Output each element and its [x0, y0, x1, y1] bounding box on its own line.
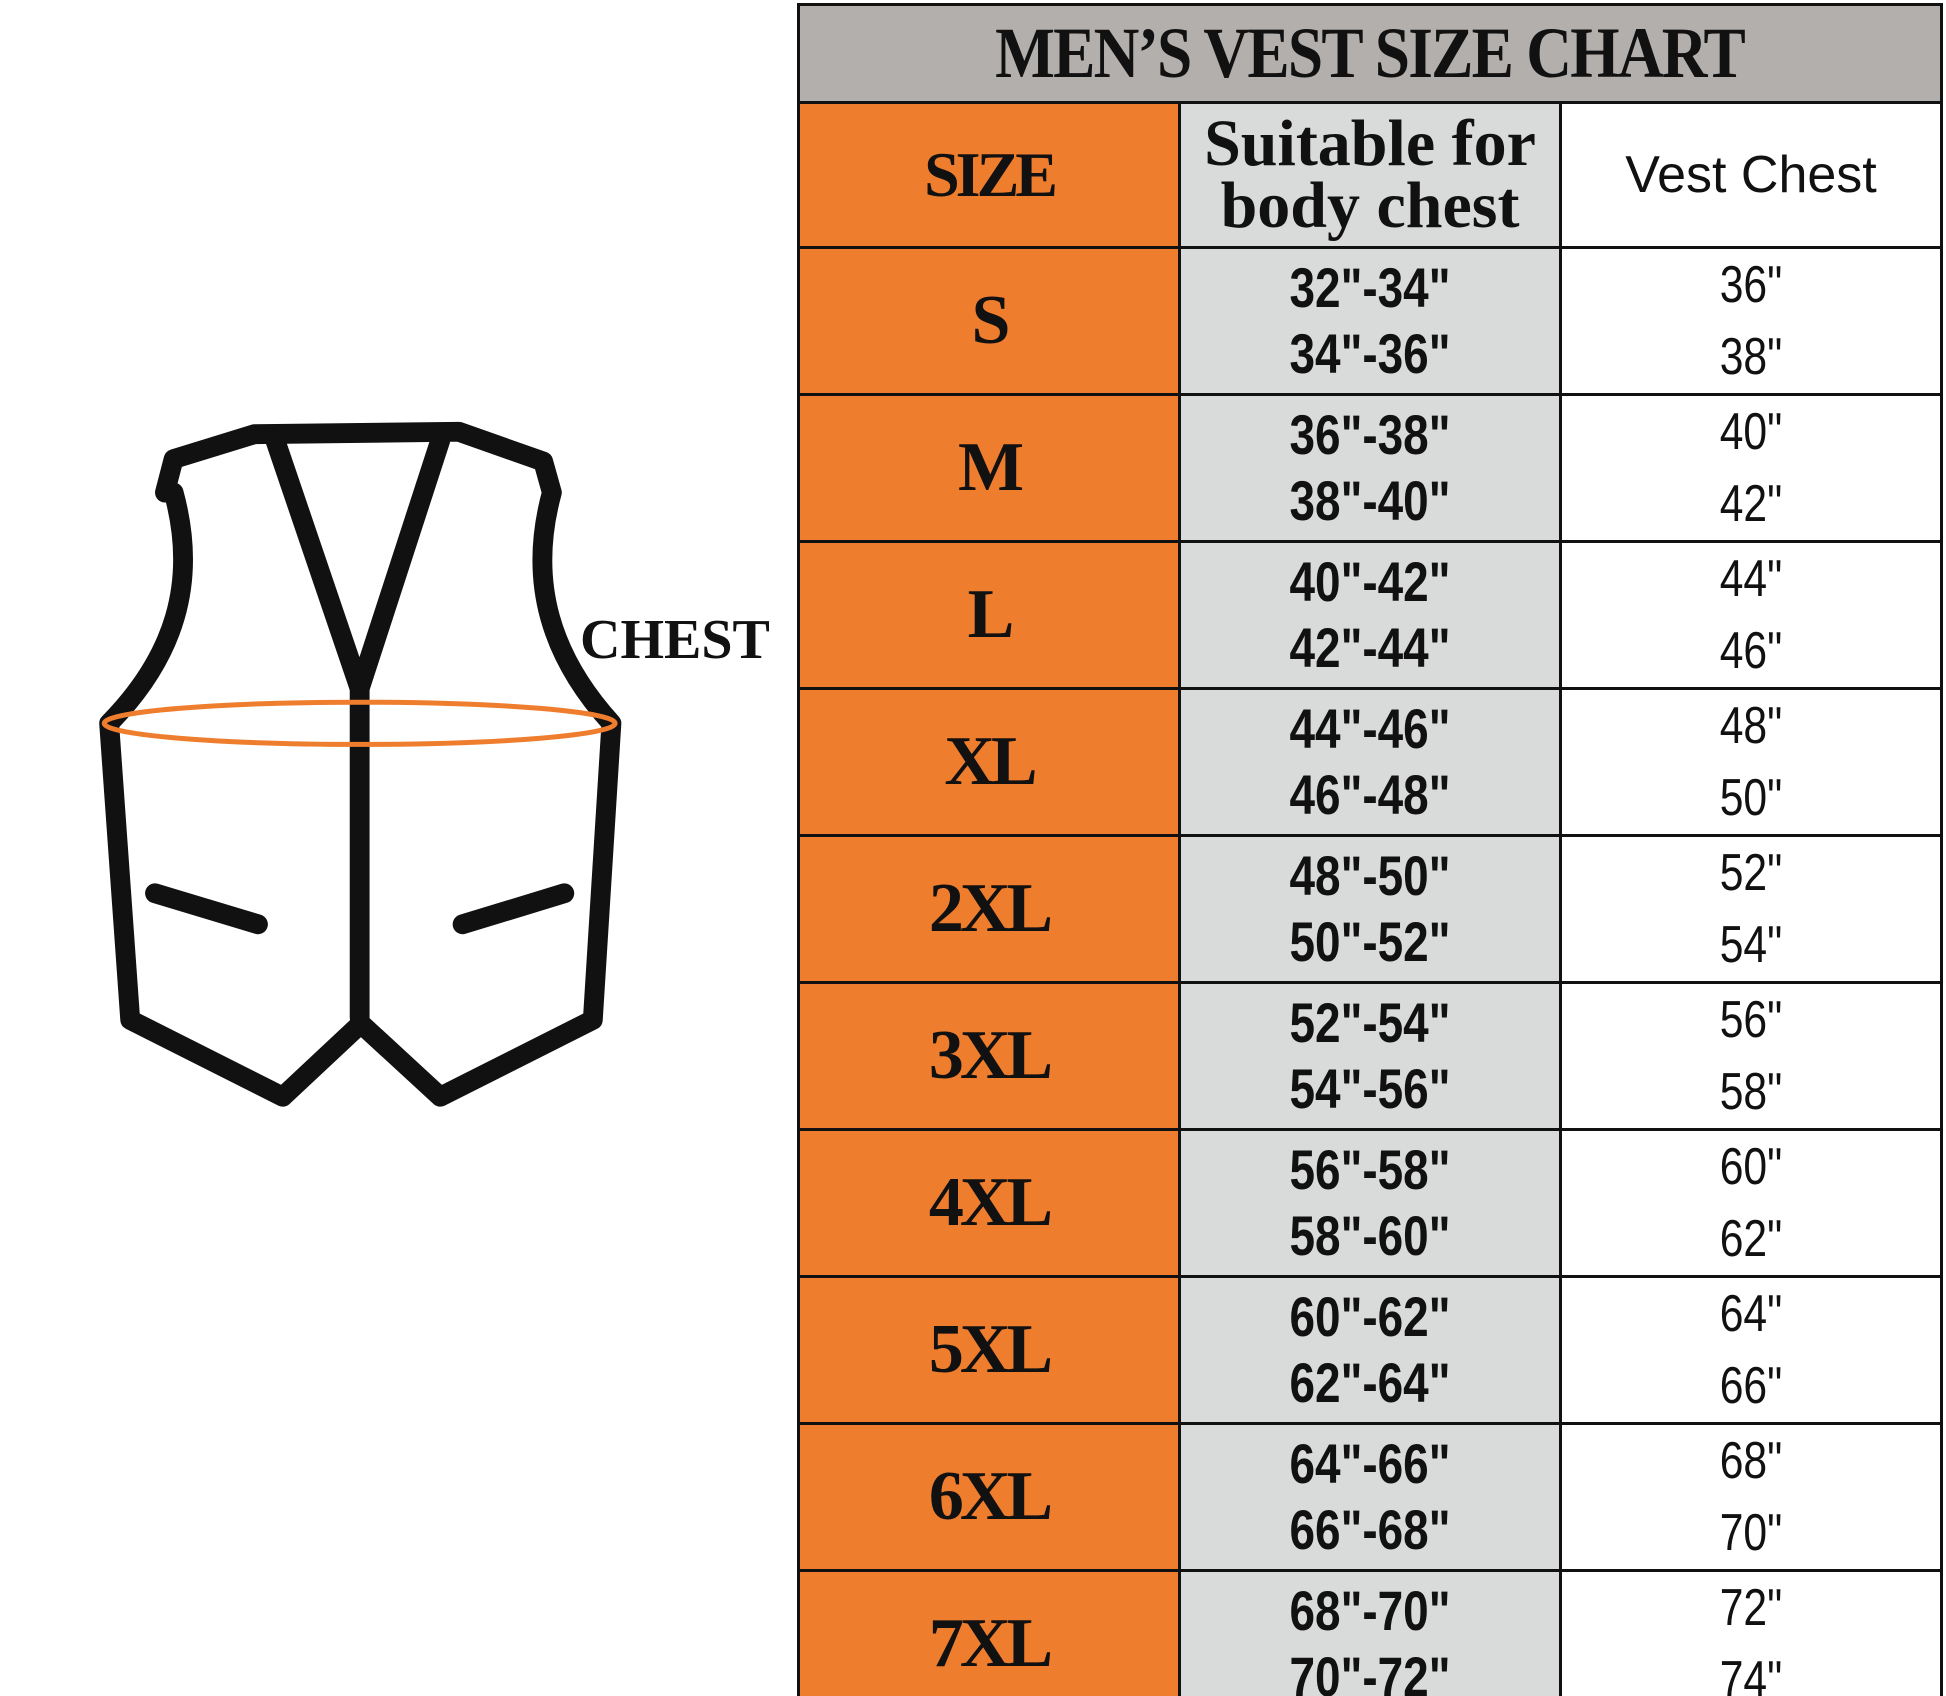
body-chest-range: 70"-72" [1289, 1645, 1451, 1696]
body-chest-range: 52"-54" [1289, 991, 1451, 1054]
vest-chest-value: 64" [1719, 1285, 1783, 1343]
body-chest-range: 32"-34" [1289, 256, 1451, 319]
body-chest-range: 34"-36" [1289, 322, 1451, 385]
vest-chest-value: 44" [1719, 550, 1783, 608]
vest-chest-value: 38" [1719, 328, 1783, 386]
vest-chest-cell: 44" 46" [1559, 540, 1943, 690]
body-chest-range: 50"-52" [1289, 910, 1451, 973]
body-chest-cell: 40"-42" 42"-44" [1178, 540, 1562, 690]
table-row: 4XL 56"-58" 58"-60" 60" 62" [797, 1128, 1943, 1278]
body-chest-cell: 52"-54" 54"-56" [1178, 981, 1562, 1131]
vest-chest-value: 68" [1719, 1432, 1783, 1490]
body-chest-range: 68"-70" [1289, 1579, 1451, 1642]
size-cell: 2XL [797, 834, 1181, 984]
vest-chest-value: 66" [1719, 1357, 1783, 1415]
body-chest-range: 56"-58" [1289, 1138, 1451, 1201]
size-cell: L [797, 540, 1181, 690]
size-table: MEN’S VEST SIZE CHART SIZE Suitable for b… [797, 3, 1943, 1696]
body-chest-range: 44"-46" [1289, 697, 1451, 760]
size-cell: 7XL [797, 1569, 1181, 1696]
vest-chest-cell: 52" 54" [1559, 834, 1943, 984]
vest-illustration [99, 421, 622, 1107]
vest-chest-value: 48" [1719, 697, 1783, 755]
body-chest-range: 58"-60" [1289, 1204, 1451, 1267]
body-chest-range: 48"-50" [1289, 844, 1451, 907]
header-vest-chest: Vest Chest [1559, 101, 1943, 249]
size-cell: 3XL [797, 981, 1181, 1131]
table-row: 3XL 52"-54" 54"-56" 56" 58" [797, 981, 1943, 1131]
vest-chest-value: 46" [1719, 622, 1783, 680]
vest-chest-value: 70" [1719, 1504, 1783, 1562]
size-cell: 6XL [797, 1422, 1181, 1572]
vest-chest-value: 54" [1719, 916, 1783, 974]
vest-chest-value: 36" [1719, 256, 1783, 314]
vest-chest-value: 74" [1719, 1651, 1783, 1696]
size-cell: M [797, 393, 1181, 543]
size-cell: S [797, 246, 1181, 396]
body-chest-cell: 48"-50" 50"-52" [1178, 834, 1562, 984]
body-chest-range: 40"-42" [1289, 550, 1451, 613]
vest-pocket-right [452, 883, 575, 935]
vest-chest-value: 72" [1719, 1579, 1783, 1637]
body-chest-cell: 32"-34" 34"-36" [1178, 246, 1562, 396]
body-chest-range: 36"-38" [1289, 403, 1451, 466]
vest-outline-left [99, 421, 622, 1107]
table-row: M 36"-38" 38"-40" 40" 42" [797, 393, 1943, 543]
vest-chest-cell: 40" 42" [1559, 393, 1943, 543]
body-chest-range: 66"-68" [1289, 1498, 1451, 1561]
body-chest-range: 64"-66" [1289, 1432, 1451, 1495]
body-chest-cell: 56"-58" 58"-60" [1178, 1128, 1562, 1278]
table-row: L 40"-42" 42"-44" 44" 46" [797, 540, 1943, 690]
body-chest-cell: 68"-70" 70"-72" [1178, 1569, 1562, 1696]
chest-measure-ellipse [101, 699, 618, 747]
body-chest-cell: 44"-46" 46"-48" [1178, 687, 1562, 837]
vest-chest-cell: 48" 50" [1559, 687, 1943, 837]
size-cell: 4XL [797, 1128, 1181, 1278]
vest-chest-value: 56" [1719, 991, 1783, 1049]
table-row: 5XL 60"-62" 62"-64" 64" 66" [797, 1275, 1943, 1425]
vest-chest-cell: 56" 58" [1559, 981, 1943, 1131]
vest-chest-cell: 72" 74" [1559, 1569, 1943, 1696]
vest-chest-value: 50" [1719, 769, 1783, 827]
size-cell: XL [797, 687, 1181, 837]
body-chest-range: 54"-56" [1289, 1057, 1451, 1120]
table-row: 7XL 68"-70" 70"-72" 72" 74" [797, 1569, 1943, 1696]
body-chest-range: 60"-62" [1289, 1285, 1451, 1348]
vest-chest-value: 58" [1719, 1063, 1783, 1121]
vest-chest-value: 42" [1719, 475, 1783, 533]
table-row: 2XL 48"-50" 50"-52" 52" 54" [797, 834, 1943, 984]
vest-neckline [265, 430, 451, 699]
chest-label: CHEST [580, 609, 770, 671]
body-chest-range: 46"-48" [1289, 763, 1451, 826]
vest-chest-cell: 36" 38" [1559, 246, 1943, 396]
vest-chest-value: 40" [1719, 403, 1783, 461]
body-chest-cell: 36"-38" 38"-40" [1178, 393, 1562, 543]
vest-pocket-left [145, 883, 268, 935]
body-chest-cell: 64"-66" 66"-68" [1178, 1422, 1562, 1572]
vest-chest-cell: 68" 70" [1559, 1422, 1943, 1572]
vest-chest-value: 60" [1719, 1138, 1783, 1196]
vest-chest-value: 62" [1719, 1210, 1783, 1268]
vest-chest-cell: 64" 66" [1559, 1275, 1943, 1425]
body-chest-range: 42"-44" [1289, 616, 1451, 679]
vest-chest-cell: 60" 62" [1559, 1128, 1943, 1278]
body-chest-range: 38"-40" [1289, 469, 1451, 532]
body-chest-cell: 60"-62" 62"-64" [1178, 1275, 1562, 1425]
table-row: XL 44"-46" 46"-48" 48" 50" [797, 687, 1943, 837]
vest-chest-value: 52" [1719, 844, 1783, 902]
chart-title: MEN’S VEST SIZE CHART [797, 3, 1943, 104]
header-size: SIZE [797, 101, 1181, 249]
size-cell: 5XL [797, 1275, 1181, 1425]
table-row: 6XL 64"-66" 66"-68" 68" 70" [797, 1422, 1943, 1572]
header-body-chest: Suitable for body chest [1178, 101, 1562, 249]
table-row: S 32"-34" 34"-36" 36" 38" [797, 246, 1943, 396]
body-chest-range: 62"-64" [1289, 1351, 1451, 1414]
